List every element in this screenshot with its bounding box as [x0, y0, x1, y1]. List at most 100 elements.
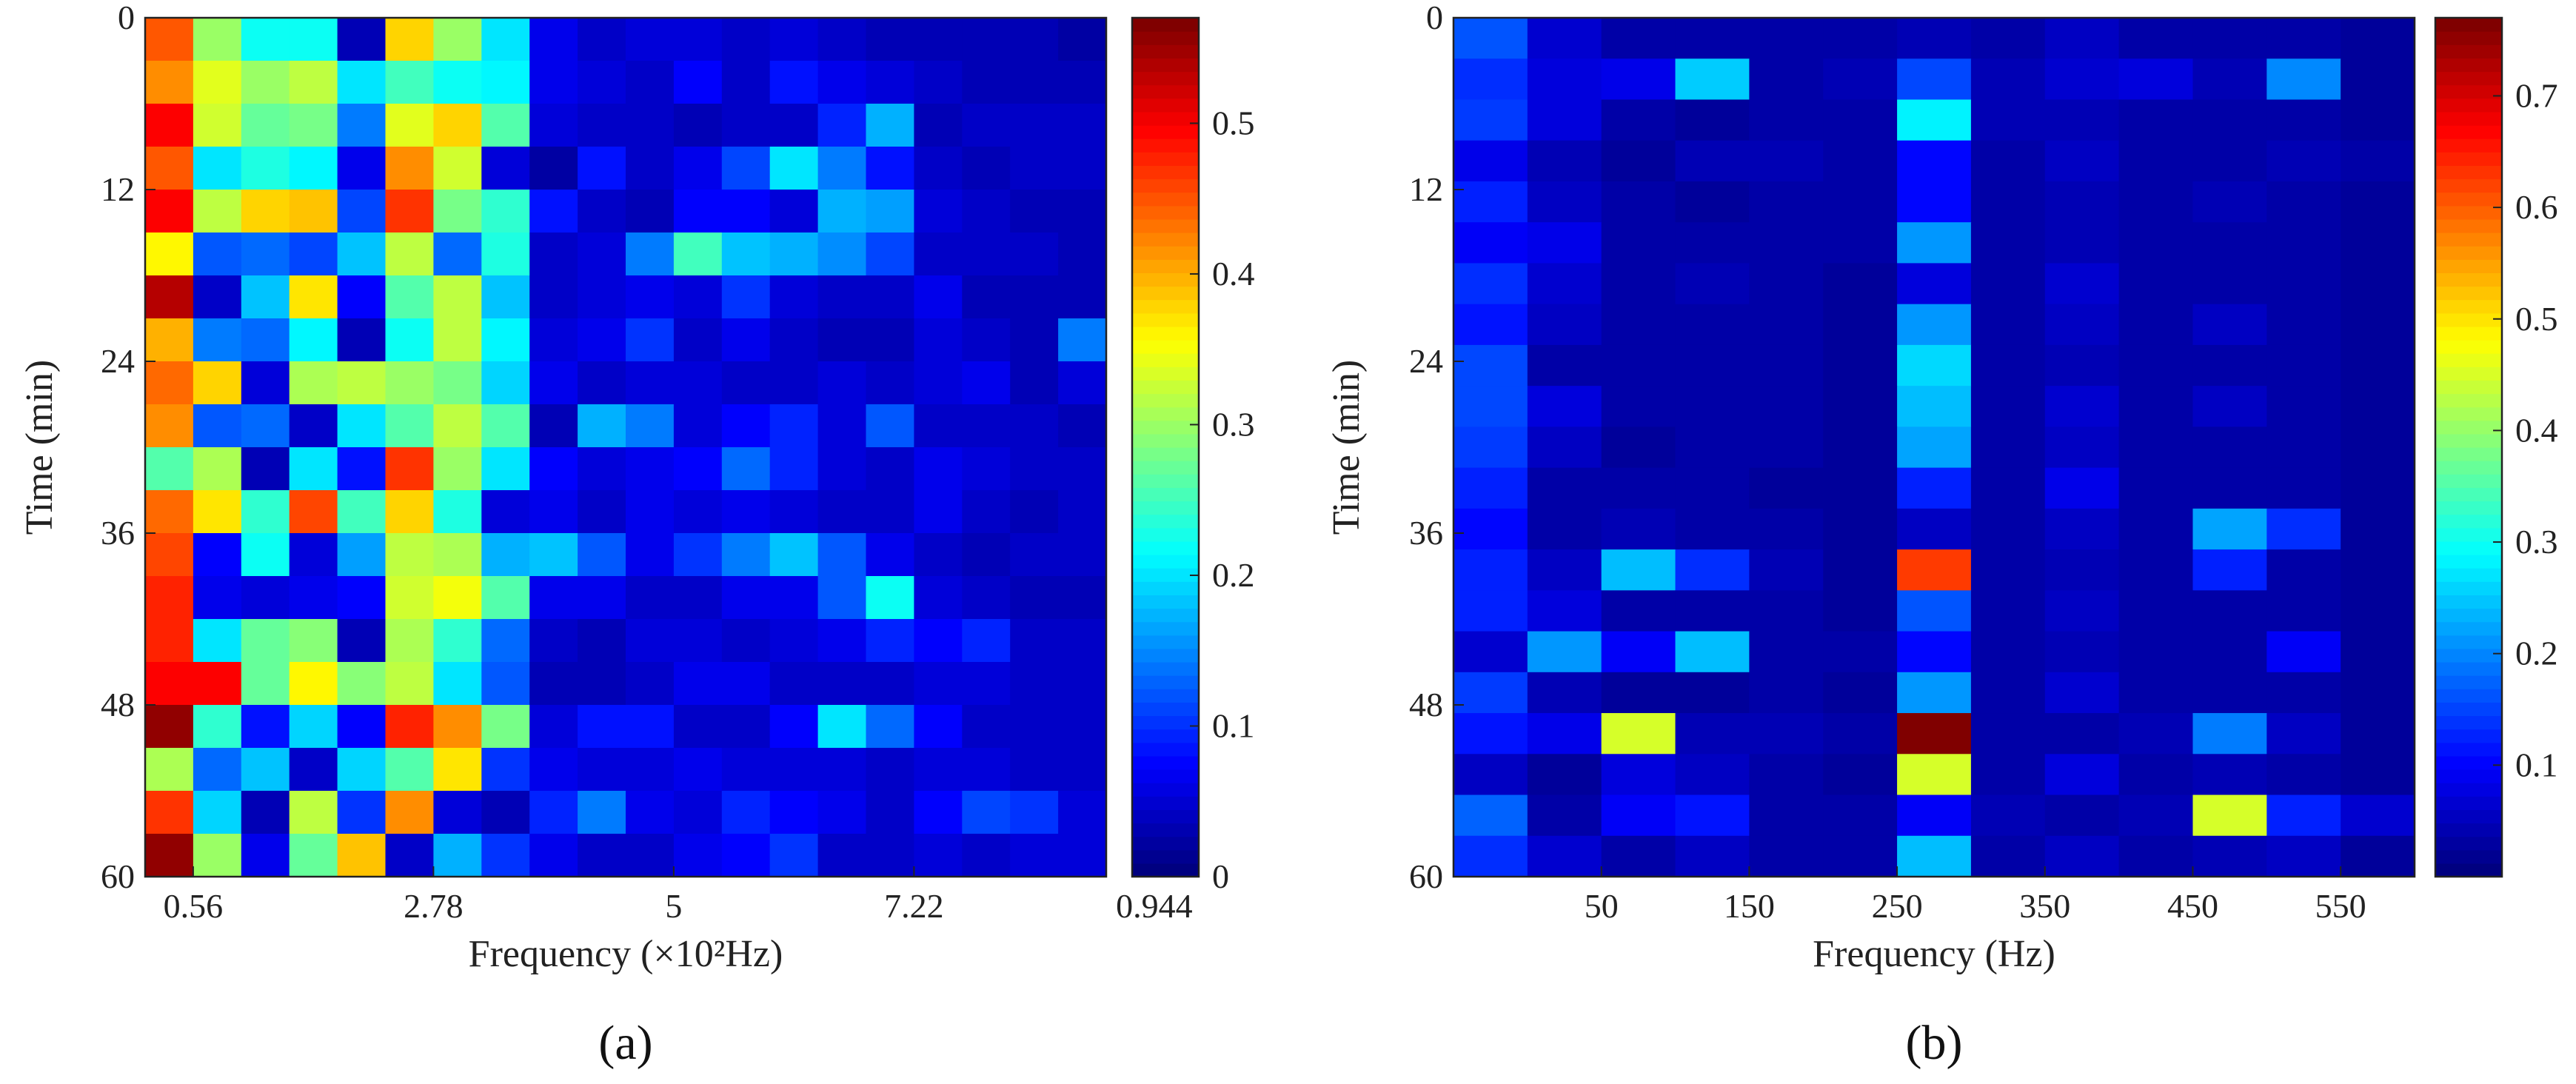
- y-axis-ticks-b: 0 12 24 36 48 60: [1409, 0, 1464, 895]
- heatmap-cell: [385, 104, 434, 147]
- heatmap-cell: [673, 447, 723, 491]
- heatmap-cell: [241, 361, 290, 405]
- heatmap-cell: [769, 190, 819, 233]
- heatmap-cell: [769, 619, 819, 663]
- heatmap-cell: [2341, 794, 2415, 837]
- heatmap-cell: [2044, 99, 2120, 141]
- heatmap-cell: [1010, 834, 1059, 877]
- heatmap-cell: [481, 533, 530, 577]
- heatmap-cell: [2192, 835, 2267, 877]
- heatmap-cell: [2266, 181, 2341, 223]
- heatmap-cell: [626, 834, 675, 877]
- heatmap-cell: [433, 748, 482, 792]
- heatmap-cell: [2341, 181, 2415, 223]
- colorbar-segment: [2435, 461, 2502, 475]
- heatmap-cell: [1058, 791, 1107, 834]
- heatmap-cell: [1010, 61, 1059, 104]
- x-tick-label: 0.56: [164, 887, 224, 925]
- heatmap-cell: [1823, 426, 1898, 469]
- heatmap-cell: [2341, 631, 2415, 673]
- heatmap-cell: [866, 533, 914, 577]
- heatmap-cell: [1897, 549, 1972, 591]
- heatmap-cell: [1970, 631, 2046, 673]
- heatmap-cell: [626, 361, 675, 405]
- colorbar-segment: [1132, 863, 1199, 877]
- colorbar-segment: [2435, 192, 2502, 207]
- heatmap-cell: [817, 490, 867, 534]
- heatmap-cell: [769, 232, 819, 276]
- heatmap-cell: [529, 404, 578, 448]
- colorbar-segment: [1132, 621, 1199, 636]
- heatmap-cell: [2266, 835, 2341, 877]
- heatmap-cell: [2341, 140, 2415, 182]
- heatmap-cell: [289, 18, 338, 61]
- colorbar-segment: [2435, 152, 2502, 166]
- heatmap-cell: [1970, 222, 2046, 264]
- colorbar-segment: [2435, 581, 2502, 595]
- colorbar-segment: [2435, 796, 2502, 810]
- heatmap-cell: [1527, 99, 1602, 141]
- x-tick-label: 5: [665, 887, 682, 925]
- heatmap-cell: [241, 318, 290, 362]
- heatmap-cell: [673, 104, 723, 147]
- heatmap-cell: [433, 834, 482, 877]
- heatmap-cell: [1453, 672, 1528, 714]
- heatmap-cell: [1749, 181, 1824, 223]
- heatmap-cell: [481, 104, 530, 147]
- heatmap-cell: [1823, 18, 1898, 59]
- heatmap-cell: [2192, 181, 2267, 223]
- heatmap-cell: [962, 791, 1011, 834]
- heatmap-cell: [385, 490, 434, 534]
- heatmap-cell: [914, 61, 963, 104]
- heatmap-cell: [2266, 344, 2341, 387]
- colorbar-segment: [1132, 555, 1199, 569]
- heatmap-cell: [2192, 222, 2267, 264]
- colorbar-segment: [1132, 192, 1199, 207]
- heatmap-panel-a: 0 12 24 36 48 60 0.56 2.78 5 7.22 0.944 Frequency…: [19, 0, 1255, 1070]
- heatmap-cell: [433, 147, 482, 190]
- heatmap-cell: [2118, 467, 2194, 509]
- heatmap-cell: [914, 104, 963, 147]
- heatmap-cell: [2044, 58, 2120, 101]
- heatmap-cell: [337, 18, 387, 61]
- colorbar-segment: [1132, 380, 1199, 395]
- heatmap-cell: [1970, 754, 2046, 796]
- heatmap-cell: [673, 662, 723, 706]
- x-tick-label: 7.22: [884, 887, 944, 925]
- heatmap-cell: [962, 748, 1011, 792]
- heatmap-cell: [1527, 672, 1602, 714]
- colorbar-tick-label: 0: [1212, 857, 1229, 895]
- heatmap-cell: [1675, 590, 1750, 632]
- heatmap-cell: [145, 61, 194, 104]
- heatmap-cell: [578, 576, 626, 620]
- heatmap-cell: [1749, 344, 1824, 387]
- heatmap-cell: [866, 447, 914, 491]
- heatmap-cell: [1897, 754, 1972, 796]
- x-tick-label: 0.944: [1116, 887, 1193, 925]
- heatmap-cell: [1749, 794, 1824, 837]
- heatmap-cell: [1453, 794, 1528, 837]
- heatmap-cell: [337, 576, 387, 620]
- heatmap-cell: [1601, 713, 1676, 755]
- heatmap-cell: [337, 533, 387, 577]
- heatmap-cell: [1453, 18, 1528, 59]
- heatmap-cell: [578, 275, 626, 319]
- heatmap-cell: [817, 147, 867, 190]
- colorbar-segment: [1132, 769, 1199, 783]
- heatmap-cell: [1453, 549, 1528, 591]
- heatmap-cell: [385, 361, 434, 405]
- heatmap-cell: [1897, 631, 1972, 673]
- heatmap-cell: [866, 576, 914, 620]
- heatmap-cell: [578, 147, 626, 190]
- heatmap-cell: [1675, 467, 1750, 509]
- heatmap-cell: [673, 748, 723, 792]
- heatmap-cell: [433, 318, 482, 362]
- heatmap-cell: [962, 404, 1011, 448]
- heatmap-cell: [337, 318, 387, 362]
- heatmap-cell: [1453, 344, 1528, 387]
- heatmap-cell: [2266, 99, 2341, 141]
- heatmap-cell: [673, 190, 723, 233]
- colorbar-segment: [1132, 729, 1199, 743]
- heatmap-cell: [2192, 549, 2267, 591]
- heatmap-cell: [2266, 140, 2341, 182]
